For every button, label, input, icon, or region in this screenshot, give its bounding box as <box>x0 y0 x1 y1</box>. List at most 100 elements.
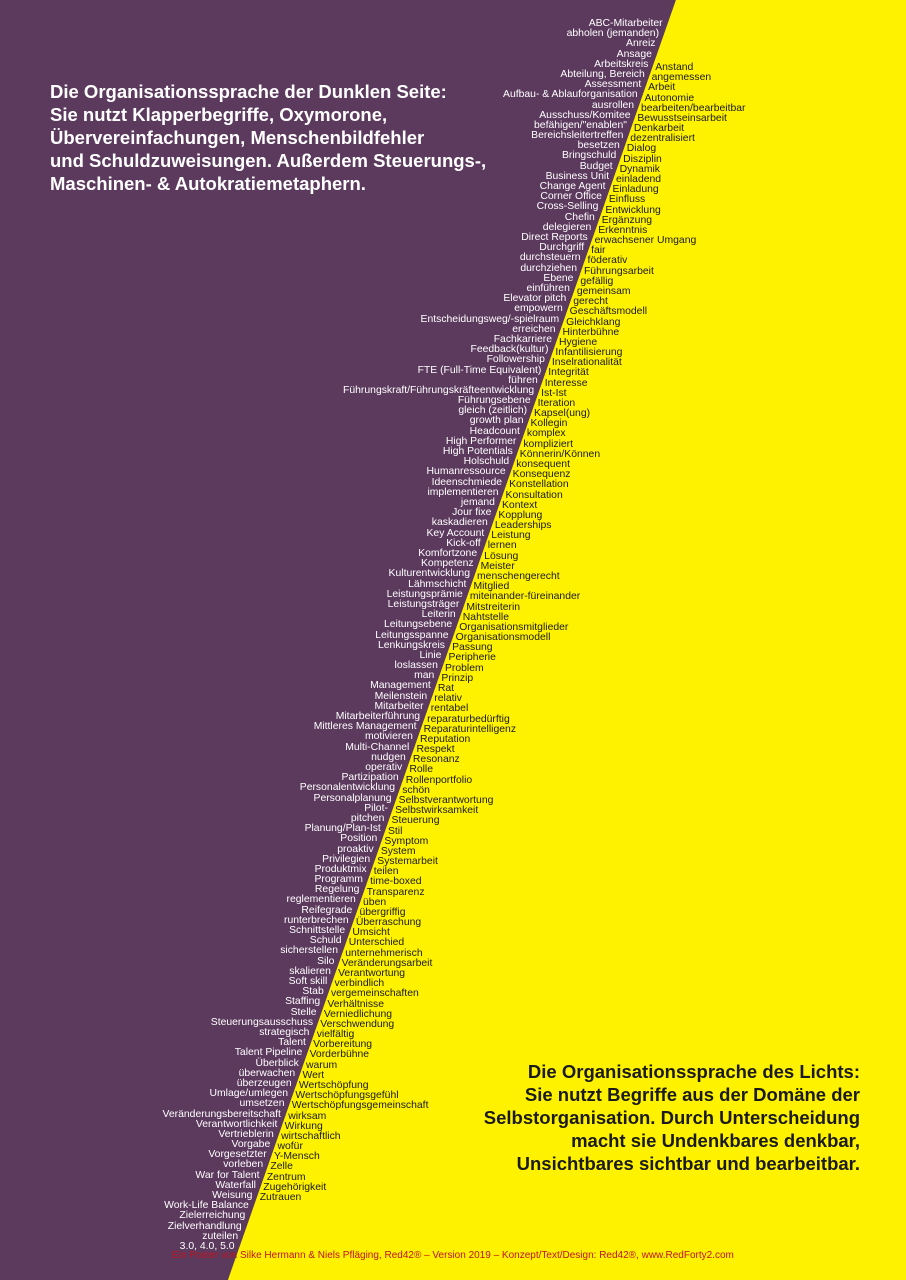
light-word: Konsequenz <box>512 469 571 481</box>
light-word: Kopplung <box>498 509 543 521</box>
dark-word: ausrollen <box>591 99 635 111</box>
dark-word: Regelung <box>314 884 360 896</box>
light-word: Infantilisierung <box>555 347 623 359</box>
dark-word: Personalplanung <box>313 792 392 804</box>
dark-word: führen <box>508 374 538 386</box>
dark-word: Waterfall <box>215 1179 256 1191</box>
light-word: gefällig <box>580 275 614 287</box>
light-word: Organisationsmodell <box>455 632 551 644</box>
dark-word: Zielverhandlung <box>167 1220 242 1232</box>
dark-word: nudgen <box>371 751 406 763</box>
dark-word: Jour fixe <box>452 507 492 519</box>
light-word: Verniedlichung <box>323 1008 392 1020</box>
light-word: Umsicht <box>352 927 390 939</box>
light-word: schön <box>402 784 430 796</box>
dark-word: sicherstellen <box>280 945 338 957</box>
dark-word: Position <box>340 833 378 845</box>
dark-word: Ideenschmiede <box>431 476 503 488</box>
light-word: fair <box>591 245 606 257</box>
light-word: Reparaturintelligenz <box>423 723 517 735</box>
dark-word: Schuld <box>309 935 342 947</box>
dark-word: reglementieren <box>286 894 356 906</box>
light-heading-line: Die Organisationssprache des Lichts: <box>527 1061 860 1082</box>
light-word: erwachsener Umgang <box>594 235 697 247</box>
light-word: wofür <box>277 1141 303 1153</box>
light-word: Kollegin <box>530 418 568 430</box>
dark-word: Privilegien <box>322 853 371 865</box>
dark-word: Kick-off <box>446 537 481 549</box>
dark-word: Bereichsleitertreffen <box>531 130 624 142</box>
dark-heading-line: und Schuldzuweisungen. Außerdem Steuerun… <box>50 150 487 171</box>
dark-word: Leistungsprämie <box>386 588 463 600</box>
light-word: dezentralisiert <box>630 133 695 145</box>
dark-word: FTE (Full-Time Equivalent) <box>417 364 542 376</box>
dark-word: Weisung <box>212 1190 253 1202</box>
dark-word: loslassen <box>394 660 438 672</box>
light-word: Erkenntnis <box>598 224 648 236</box>
dark-word: gleich (zeitlich) <box>458 405 528 417</box>
dark-word: Followership <box>486 354 545 366</box>
dark-word: Leitungsspanne <box>375 629 449 641</box>
dark-word: Mitarbeiter <box>374 700 424 712</box>
dark-word: durchsteuern <box>519 252 581 264</box>
dark-word: befähigen/"enablen" <box>534 119 627 131</box>
dark-word: Feedback(kultur) <box>470 344 549 356</box>
light-word: menschengerecht <box>477 571 560 582</box>
dark-word: Partizipation <box>341 772 399 784</box>
light-word: Iteration <box>537 397 576 409</box>
light-word: Vorderbühne <box>309 1049 370 1061</box>
light-word: Integrität <box>548 367 589 379</box>
dark-word: überzeugen <box>236 1077 292 1089</box>
light-word: Einfluss <box>608 194 646 206</box>
dark-word: Headcount <box>469 425 520 437</box>
light-word: Anstand <box>655 62 694 73</box>
light-word: Systemarbeit <box>377 856 438 868</box>
light-word: lernen <box>487 540 517 552</box>
light-word: bearbeiten/bearbeitbar <box>640 102 746 114</box>
dark-word: Elevator pitch <box>503 293 567 305</box>
dark-word: Silo <box>317 955 335 967</box>
dark-word: abholen (jemanden) <box>566 28 660 40</box>
dark-word: Management <box>370 680 431 692</box>
dark-word: Direct Reports <box>521 232 588 244</box>
dark-word: High Performer <box>445 435 517 447</box>
dark-word: Chefin <box>564 211 595 223</box>
dark-word: motivieren <box>364 731 413 743</box>
dark-word: strategisch <box>259 1026 310 1038</box>
dark-word: proaktiv <box>337 843 374 855</box>
dark-word: Multi-Channel <box>345 741 410 753</box>
light-word: Geschäftsmodell <box>569 306 648 318</box>
dark-word: Bringschuld <box>561 150 617 162</box>
dark-word: War for Talent <box>195 1169 260 1181</box>
light-word: Unterschied <box>348 937 405 949</box>
dark-word: man <box>414 670 435 682</box>
dark-word: Lähmschicht <box>408 578 467 590</box>
light-side-heading: Die Organisationssprache des Lichts: Sie… <box>484 1060 860 1175</box>
dark-word: Soft skill <box>288 976 328 988</box>
dark-word: Verantwortlichkeit <box>195 1118 278 1130</box>
light-heading-line: macht sie Undenkbares denkbar, <box>571 1130 860 1151</box>
dark-word: Führungskraft/Führungskräfteentwicklung <box>343 384 535 396</box>
dark-word: Key Account <box>426 527 485 539</box>
light-word: Kontext <box>501 499 538 511</box>
dark-word: Arbeitskreis <box>594 58 649 70</box>
dark-word: Pilot- <box>364 802 388 814</box>
dark-word: Leiterin <box>421 609 456 621</box>
light-word: Inselrationalität <box>551 357 622 369</box>
dark-word: empowern <box>514 303 563 315</box>
dark-word: Ansage <box>616 48 652 60</box>
light-word: Arbeit <box>648 82 676 94</box>
dark-word: vorleben <box>223 1159 264 1171</box>
light-word: konsequent <box>516 459 570 471</box>
light-word: wirksam <box>288 1110 327 1122</box>
light-word: Steuerung <box>391 815 440 827</box>
light-word: kompliziert <box>523 438 574 450</box>
light-word: Ergänzung <box>601 214 653 226</box>
light-word: Symptom <box>384 835 429 847</box>
dark-word: Durchgriff <box>539 242 585 254</box>
light-word: Denkarbeit <box>633 123 685 135</box>
dark-word: Reifegrade <box>301 904 353 916</box>
poster-credit: Ein Poster von Silke Hermann & Niels Pfl… <box>172 1250 734 1261</box>
dark-heading-line: Die Organisationssprache der Dunklen Sei… <box>50 81 447 102</box>
